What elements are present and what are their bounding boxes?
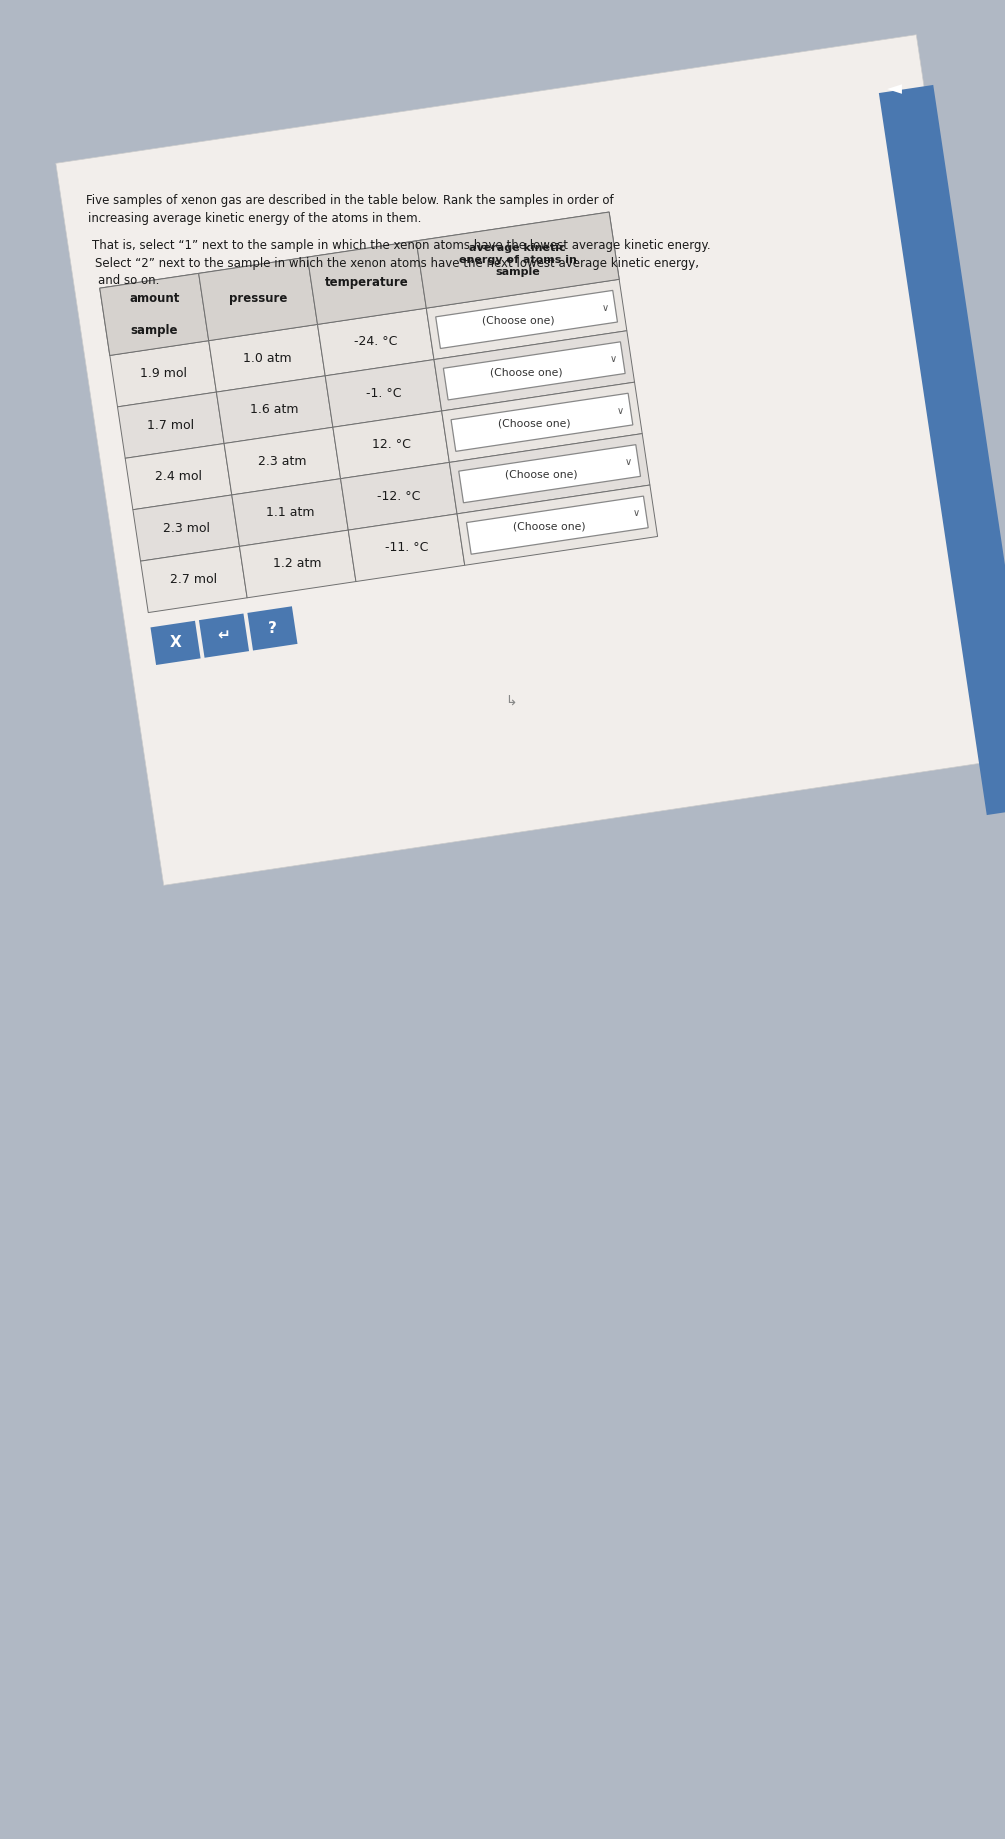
Bar — [434, 331, 634, 410]
Bar — [443, 342, 625, 399]
Text: 1.1 atm: 1.1 atm — [265, 506, 315, 519]
Polygon shape — [878, 85, 1005, 815]
Text: ∨: ∨ — [625, 456, 632, 467]
Bar — [449, 434, 650, 513]
Text: 1.0 atm: 1.0 atm — [242, 351, 291, 364]
Text: 1.7 mol: 1.7 mol — [148, 419, 194, 432]
Text: amount

sample: amount sample — [129, 292, 180, 337]
Text: 1.6 atm: 1.6 atm — [250, 403, 298, 416]
Bar — [216, 375, 333, 443]
Text: ↵: ↵ — [218, 629, 230, 644]
Bar — [426, 280, 627, 360]
Bar — [326, 360, 441, 427]
Bar — [133, 495, 239, 561]
Text: ◄: ◄ — [886, 79, 901, 97]
Bar — [99, 274, 209, 355]
Text: -1. °C: -1. °C — [366, 386, 401, 399]
Text: 1.9 mol: 1.9 mol — [140, 368, 187, 381]
Bar — [118, 392, 224, 458]
Text: (Choose one): (Choose one) — [514, 520, 586, 531]
Bar — [466, 497, 648, 554]
Text: 2.4 mol: 2.4 mol — [155, 471, 202, 484]
Text: (Choose one): (Choose one) — [482, 316, 555, 326]
Text: That is, select “1” next to the sample in which the xenon atoms have the lowest : That is, select “1” next to the sample i… — [92, 239, 711, 252]
Bar — [436, 291, 617, 349]
Polygon shape — [56, 35, 1005, 885]
Text: (Choose one): (Choose one) — [506, 471, 578, 480]
Text: -24. °C: -24. °C — [354, 335, 397, 348]
Text: -12. °C: -12. °C — [377, 489, 420, 502]
Text: (Choose one): (Choose one) — [497, 419, 571, 428]
Bar — [110, 340, 216, 406]
Text: (Choose one): (Choose one) — [490, 368, 563, 377]
Text: average kinetic
energy of atoms in
sample: average kinetic energy of atoms in sampl… — [458, 243, 577, 278]
Text: ∨: ∨ — [617, 406, 624, 416]
Bar — [99, 211, 619, 355]
Text: increasing average kinetic energy of the atoms in them.: increasing average kinetic energy of the… — [88, 211, 422, 224]
Bar — [441, 383, 642, 462]
Text: 12. °C: 12. °C — [372, 438, 411, 451]
Bar — [199, 614, 249, 658]
Text: ∨: ∨ — [602, 303, 609, 313]
Bar — [126, 443, 232, 509]
Text: 2.3 atm: 2.3 atm — [258, 454, 307, 467]
Bar — [349, 513, 464, 581]
Bar — [341, 462, 457, 530]
Bar — [199, 257, 318, 340]
Bar — [232, 478, 349, 546]
Text: temperature: temperature — [325, 276, 409, 289]
Text: and so on.: and so on. — [97, 274, 159, 287]
Text: Five samples of xenon gas are described in the table below. Rank the samples in : Five samples of xenon gas are described … — [85, 195, 613, 208]
Text: -11. °C: -11. °C — [385, 541, 428, 554]
Bar — [333, 410, 449, 478]
Bar — [457, 485, 657, 565]
Bar — [458, 445, 640, 502]
Text: ↳: ↳ — [505, 695, 517, 710]
Bar — [209, 324, 326, 392]
Text: Select “2” next to the sample in which the xenon atoms have the next lowest aver: Select “2” next to the sample in which t… — [95, 256, 699, 270]
Text: ∨: ∨ — [632, 508, 639, 519]
Text: pressure: pressure — [229, 292, 287, 305]
Bar — [247, 607, 297, 651]
Bar — [239, 530, 356, 598]
Text: ∨: ∨ — [609, 355, 616, 364]
Text: ?: ? — [268, 622, 277, 636]
Bar — [416, 211, 619, 309]
Bar — [451, 394, 633, 451]
Bar — [318, 309, 434, 375]
Bar — [308, 241, 426, 324]
Text: X: X — [170, 636, 182, 651]
Text: 2.3 mol: 2.3 mol — [163, 522, 210, 535]
Text: 1.2 atm: 1.2 atm — [273, 557, 322, 570]
Text: 2.7 mol: 2.7 mol — [170, 574, 217, 587]
Bar — [151, 622, 201, 666]
Bar — [224, 427, 341, 495]
Bar — [141, 546, 247, 612]
